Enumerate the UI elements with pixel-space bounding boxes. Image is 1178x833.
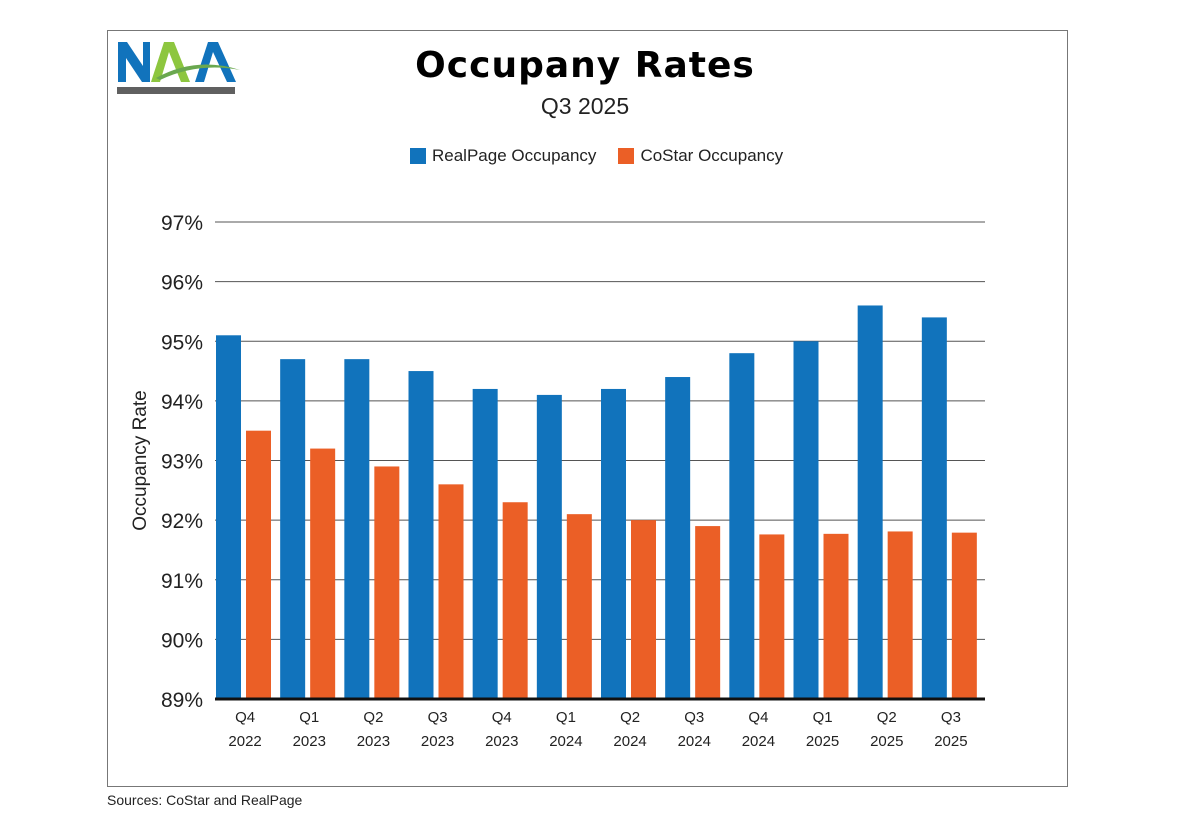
chart-title: Occupany Rates	[415, 45, 755, 86]
chart-frame	[107, 30, 1068, 787]
chart-subtitle: Q3 2025	[540, 93, 630, 119]
logo-letter-a	[151, 42, 190, 82]
legend-item-costar: CoStar Occupancy	[618, 146, 783, 166]
source-note: Sources: CoStar and RealPage	[107, 792, 303, 808]
legend: RealPage Occupancy CoStar Occupancy	[410, 146, 783, 166]
logo-swoosh	[156, 64, 240, 80]
logo-letter-n	[118, 42, 150, 82]
legend-label-realpage: RealPage Occupancy	[432, 146, 597, 165]
naa-logo	[117, 42, 240, 94]
legend-swatch-costar	[618, 148, 635, 164]
logo-subtext-band	[117, 87, 235, 94]
logo-letter-a2	[195, 42, 236, 82]
legend-swatch-realpage	[410, 148, 426, 164]
legend-label-costar: CoStar Occupancy	[640, 146, 784, 165]
legend-item-realpage: RealPage Occupancy	[410, 146, 596, 166]
